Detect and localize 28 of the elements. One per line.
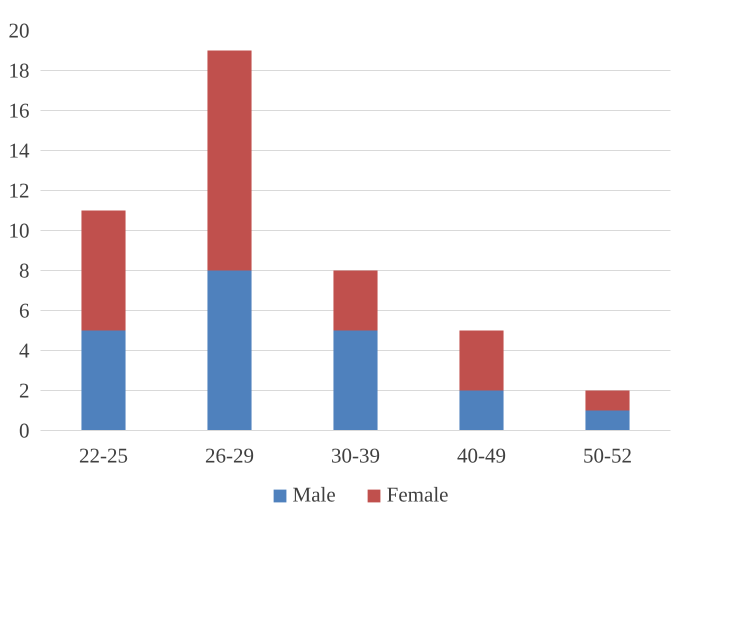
x-tick-label: 22-25	[79, 444, 128, 468]
x-tick-label: 30-39	[331, 444, 380, 468]
y-tick-label: 8	[19, 258, 30, 282]
y-tick-label: 14	[8, 138, 30, 162]
bar	[459, 330, 504, 390]
bar	[585, 390, 630, 410]
legend-label: Female	[386, 482, 448, 508]
bar	[207, 270, 252, 430]
y-tick-label: 18	[8, 58, 30, 82]
x-tick-label: 50-52	[583, 444, 632, 468]
y-tick-label: 10	[8, 218, 30, 242]
y-tick-label: 0	[19, 418, 30, 442]
x-tick-label: 26-29	[205, 444, 254, 468]
legend-label: Male	[292, 482, 336, 508]
bar	[207, 50, 252, 270]
y-tick-label: 12	[8, 178, 30, 202]
y-tick-label: 6	[19, 298, 30, 322]
bar	[459, 390, 504, 430]
y-tick-label: 4	[19, 338, 30, 362]
bar	[81, 210, 126, 330]
bar	[585, 410, 630, 430]
y-tick-label: 20	[8, 18, 30, 42]
y-tick-label: 2	[19, 378, 30, 402]
bar	[333, 270, 378, 330]
y-tick-label: 16	[8, 98, 30, 122]
bar	[81, 330, 126, 430]
x-tick-label: 40-49	[457, 444, 506, 468]
bar	[333, 330, 378, 430]
